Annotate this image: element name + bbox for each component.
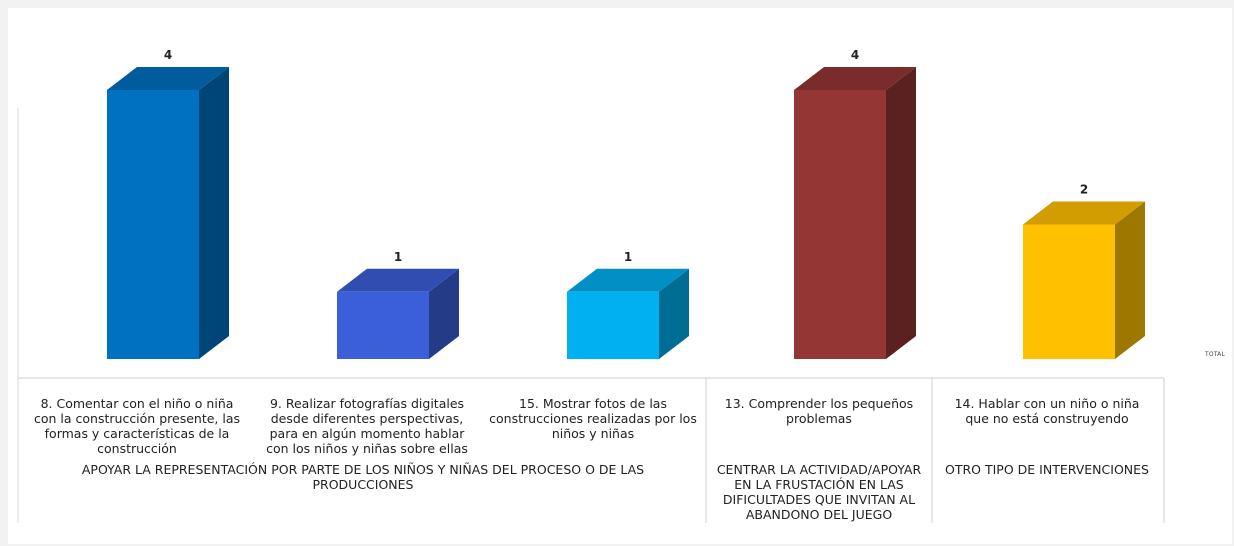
bar-side-3 [659,268,689,359]
category-label-1: 8. Comentar con el niño o niña con la co… [34,396,240,456]
category-label-3: 15. Mostrar fotos de las construcciones … [489,396,697,441]
bar-3 [567,291,659,359]
data-label-1: 4 [164,48,172,62]
bar-side-2 [429,268,459,359]
bar-top-2 [337,268,459,292]
bar-top-5 [1023,201,1145,225]
group-label-2: CENTRAR LA ACTIVIDAD/APOYAR EN LA FRUSTA… [716,462,922,522]
data-label-2: 1 [394,250,402,264]
data-label-4: 4 [851,48,859,62]
bar-side-4 [886,67,916,359]
category-label-4: 13. Comprender los pequeños problemas [724,396,914,426]
bar-top-1 [107,67,229,90]
data-label-3: 1 [624,250,632,264]
category-label-2: 9. Realizar fotografías digitales desde … [266,396,468,456]
bar-2 [337,291,429,359]
category-label-5: 14. Hablar con un niño o niña que no est… [954,396,1140,426]
bar-side-1 [199,67,229,359]
group-label-3: OTRO TIPO DE INTERVENCIONES [945,462,1149,477]
bar-4 [794,90,886,359]
group-label-1: APOYAR LA REPRESENTACIÓN POR PARTE DE LO… [81,462,645,492]
chart-area: 4 1 1 4 2 8. Comentar con el niño o niña con… [8,8,1232,544]
bar-1 [107,90,199,359]
bar-5 [1023,224,1115,359]
legend-entry-total: TOTAL [1205,351,1226,358]
data-label-5: 2 [1080,183,1088,197]
bar-top-4 [794,67,916,90]
bar-top-3 [567,268,689,292]
chart-plot: 4 1 1 4 2 [17,48,1165,523]
bar-side-5 [1115,201,1145,359]
